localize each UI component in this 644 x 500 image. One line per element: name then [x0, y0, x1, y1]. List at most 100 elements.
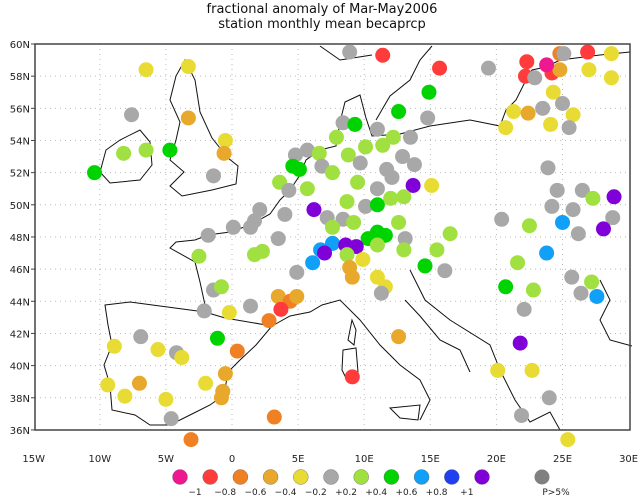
station-marker [391, 214, 407, 230]
station-marker [150, 342, 166, 358]
station-marker [138, 62, 154, 78]
station-marker [391, 104, 407, 120]
station-marker [277, 206, 293, 222]
lon-tick-label: 15W [22, 454, 45, 465]
station-marker [205, 168, 221, 184]
station-marker [585, 190, 601, 206]
station-marker [519, 54, 535, 70]
station-marker [229, 343, 245, 359]
station-marker [196, 303, 212, 319]
station-marker [520, 105, 536, 121]
station-marker [346, 214, 362, 230]
station-marker [180, 59, 196, 75]
station-marker [539, 245, 555, 261]
station-marker [541, 390, 557, 406]
station-marker [281, 182, 297, 198]
station-marker [183, 432, 199, 448]
legend-swatch [413, 469, 430, 485]
station-marker [603, 70, 619, 86]
legend-swatch [293, 469, 309, 485]
station-marker [555, 214, 570, 230]
station-marker [535, 100, 551, 116]
coastline-corsica [347, 318, 357, 346]
legend-label: +0.4 [365, 488, 387, 498]
lon-tick-label: 10W [88, 454, 111, 465]
station-marker [252, 202, 268, 218]
coastline-iberia [103, 301, 273, 426]
station-marker [417, 258, 433, 274]
lon-tick-label: 25E [553, 454, 572, 465]
lat-tick-label: 58N [10, 72, 30, 83]
station-marker [217, 366, 233, 382]
station-marker [375, 137, 391, 153]
station-marker [514, 407, 530, 423]
station-marker [555, 95, 570, 111]
station-marker [289, 264, 305, 280]
legend-swatch [383, 469, 400, 485]
station-marker [539, 57, 555, 73]
legend-label: −0.2 [305, 488, 327, 498]
station-marker [213, 390, 229, 406]
legend-swatch [202, 469, 218, 485]
station-marker [209, 330, 225, 346]
legend-swatch [444, 469, 460, 485]
station-marker [124, 107, 140, 123]
legend-label: −0.8 [214, 488, 236, 498]
station-marker [289, 288, 305, 304]
station-marker [287, 147, 303, 163]
lat-tick-label: 54N [10, 136, 30, 147]
station-marker [347, 116, 363, 132]
station-marker [352, 155, 368, 171]
station-marker [565, 107, 581, 123]
station-marker [442, 226, 458, 242]
coastline-france-north [169, 51, 631, 306]
station-marker [506, 104, 522, 120]
station-marker [396, 189, 412, 205]
station-marker [369, 197, 385, 213]
station-marker [339, 194, 355, 210]
station-marker [564, 269, 580, 285]
station-marker [317, 245, 333, 261]
station-marker [421, 84, 437, 100]
legend-label: +0.2 [335, 488, 357, 498]
legend-significance-swatch [534, 469, 550, 485]
legend-label: −1 [188, 488, 201, 498]
coastline-scandinavia [319, 45, 433, 121]
legend-swatch [172, 469, 188, 485]
station-marker [174, 350, 190, 366]
lon-tick-label: 15E [421, 454, 440, 465]
station-marker [270, 288, 286, 304]
station-marker [603, 46, 619, 62]
station-marker [560, 432, 576, 448]
station-marker [432, 60, 448, 76]
station-marker [339, 247, 355, 263]
station-marker [402, 129, 418, 145]
lat-tick-label: 46N [10, 265, 30, 276]
station-marker [162, 142, 178, 158]
station-marker [580, 44, 596, 60]
station-marker [521, 218, 537, 234]
station-marker [299, 142, 315, 158]
station-marker [270, 231, 286, 247]
station-marker [350, 174, 366, 190]
station-marker [605, 210, 621, 226]
station-marker [87, 165, 103, 181]
axis-ticks: 15W 10W 5W 0 5E 10E 15E 20E 25E 30E 36N 38N 40N 42N 44… [10, 40, 638, 465]
station-marker [200, 227, 216, 243]
station-marker [254, 243, 270, 259]
station-marker [545, 84, 561, 100]
station-marker [565, 202, 581, 218]
station-marker [243, 298, 259, 314]
station-marker [133, 329, 149, 345]
station-marker [595, 221, 611, 237]
station-marker [405, 178, 421, 194]
station-marker [358, 139, 374, 155]
lat-tick-label: 56N [10, 104, 30, 115]
station-marker [221, 305, 237, 321]
station-marker [180, 110, 196, 126]
station-marker [369, 181, 385, 197]
station-marker [525, 282, 541, 298]
station-marker [163, 411, 179, 427]
station-marker [369, 121, 385, 137]
